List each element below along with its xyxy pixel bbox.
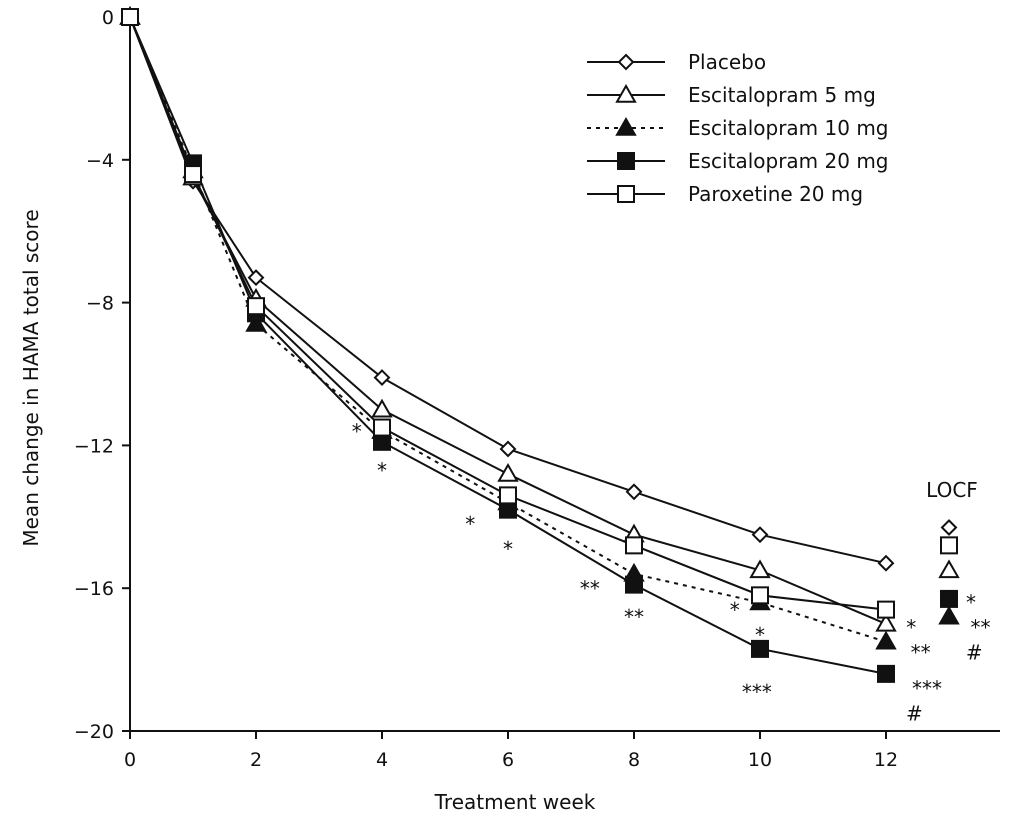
- significance-mark: **: [580, 576, 600, 600]
- legend-marker-esc20: [617, 152, 635, 170]
- locf-point-esc20: [940, 589, 958, 608]
- y-tick-label: −4: [86, 150, 114, 172]
- significance-mark: #: [966, 641, 983, 665]
- data-point-esc20: [625, 575, 643, 594]
- significance-mark: *: [966, 591, 976, 615]
- significance-mark: ***: [742, 680, 772, 704]
- locf-point-esc5: [938, 559, 960, 579]
- significance-mark: *: [465, 512, 475, 536]
- data-point-parox20: [247, 297, 265, 316]
- x-axis-title: Treatment week: [434, 790, 596, 814]
- significance-mark: *: [755, 623, 765, 647]
- data-point-esc5: [875, 612, 897, 632]
- data-point-placebo: [373, 369, 391, 386]
- data-point-parox20: [121, 8, 139, 26]
- y-tick-label: −12: [74, 435, 114, 457]
- significance-mark: #: [906, 701, 923, 725]
- data-point-esc5: [497, 462, 519, 482]
- legend-marker-esc10: [615, 116, 637, 136]
- x-tick-label: 12: [874, 749, 898, 771]
- legend-label-esc5: Escitalopram 5 mg: [688, 83, 876, 107]
- data-point-placebo: [499, 440, 517, 458]
- significance-mark: *: [352, 419, 362, 443]
- data-point-esc5: [749, 559, 771, 579]
- data-point-parox20: [373, 418, 391, 437]
- x-tick-label: 8: [628, 749, 640, 771]
- data-point-placebo: [247, 269, 265, 287]
- x-tick-label: 6: [502, 749, 514, 771]
- data-point-parox20: [184, 165, 202, 184]
- data-point-parox20: [625, 536, 643, 555]
- significance-mark: ***: [912, 676, 942, 700]
- series-line-esc20: [129, 16, 887, 675]
- data-point-parox20: [751, 586, 769, 605]
- legend-label-placebo: Placebo: [688, 50, 766, 74]
- series-line-esc5: [129, 16, 887, 625]
- x-tick-label: 10: [748, 749, 772, 771]
- data-point-esc5: [371, 398, 393, 418]
- significance-mark: **: [971, 616, 991, 640]
- x-tick-label: 4: [376, 749, 388, 771]
- series-line-parox20: [129, 16, 887, 611]
- locf-point-placebo: [940, 519, 958, 536]
- legend-marker-placebo: [617, 53, 635, 71]
- data-point-esc10: [245, 313, 267, 332]
- y-tick-label: 0: [102, 7, 114, 29]
- x-tick-label: 2: [250, 749, 262, 771]
- significance-mark: *: [906, 616, 916, 640]
- significance-mark: *: [377, 459, 387, 483]
- significance-mark: *: [730, 598, 740, 622]
- significance-mark: **: [911, 641, 931, 665]
- legend-marker-esc5: [615, 83, 637, 103]
- data-point-parox20: [877, 600, 895, 619]
- significance-mark: **: [624, 605, 644, 629]
- legend-label-parox20: Paroxetine 20 mg: [688, 182, 863, 206]
- data-point-esc20: [877, 664, 895, 683]
- data-point-esc20: [751, 639, 769, 658]
- data-point-placebo: [625, 483, 643, 501]
- data-point-parox20: [499, 486, 517, 505]
- y-tick-label: −8: [86, 293, 114, 315]
- series-line-esc10: [129, 16, 887, 643]
- data-point-placebo: [877, 554, 895, 572]
- data-point-placebo: [751, 526, 769, 544]
- y-tick-label: −16: [74, 578, 114, 600]
- significance-mark: *: [503, 537, 513, 561]
- legend-label-esc20: Escitalopram 20 mg: [688, 149, 889, 173]
- x-tick-label: 0: [124, 749, 136, 771]
- legend-marker-parox20: [617, 185, 635, 203]
- data-point-esc10: [875, 630, 897, 650]
- y-tick-label: −20: [74, 721, 114, 743]
- y-axis-title: Mean change in HAMA total score: [19, 209, 43, 546]
- legend-label-esc10: Escitalopram 10 mg: [688, 116, 889, 140]
- locf-label: LOCF: [926, 478, 978, 502]
- locf-point-parox20: [940, 536, 958, 555]
- locf-point-esc10: [938, 605, 960, 625]
